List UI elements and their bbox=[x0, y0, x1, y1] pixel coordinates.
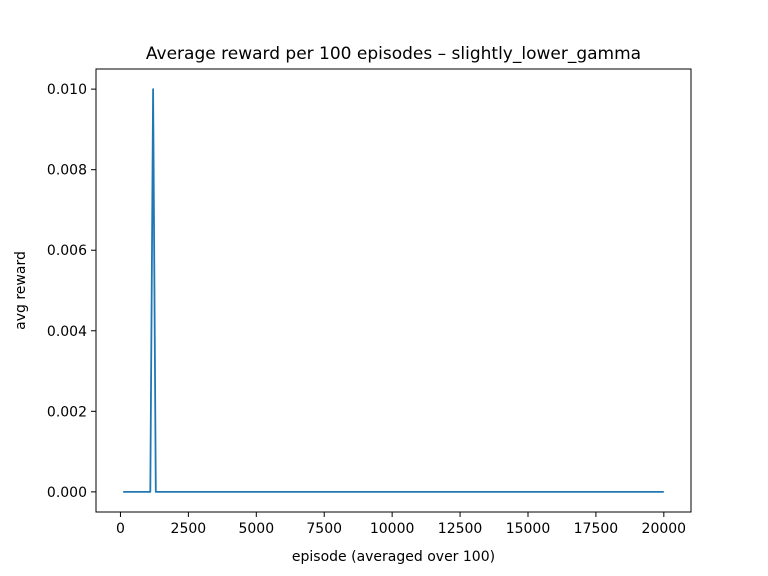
x-tick-label: 20000 bbox=[642, 521, 687, 537]
y-tick-label: 0.008 bbox=[47, 163, 87, 179]
x-tick-label: 0 bbox=[116, 521, 125, 537]
y-tick-label: 0.000 bbox=[47, 485, 87, 501]
plot-area bbox=[95, 68, 692, 513]
x-tick-label: 17500 bbox=[574, 521, 619, 537]
x-tick-label: 7500 bbox=[306, 521, 342, 537]
y-tick-label: 0.004 bbox=[47, 324, 87, 340]
series-line bbox=[123, 88, 664, 493]
x-tick-label: 2500 bbox=[171, 521, 207, 537]
series-layer bbox=[123, 88, 664, 493]
x-tick-label: 15000 bbox=[506, 521, 551, 537]
y-axis: 0.000 0.002 0.004 0.006 0.008 0.010 bbox=[47, 82, 96, 501]
y-tick-label: 0.002 bbox=[47, 404, 87, 420]
y-tick-label: 0.006 bbox=[47, 243, 87, 259]
x-tick-label: 12500 bbox=[438, 521, 483, 537]
y-tick-label: 0.010 bbox=[47, 82, 87, 98]
x-axis-label: episode (averaged over 100) bbox=[292, 549, 495, 565]
x-tick-label: 10000 bbox=[370, 521, 415, 537]
y-axis-label: avg reward bbox=[13, 251, 29, 330]
chart-title: Average reward per 100 episodes – slight… bbox=[146, 44, 641, 64]
plot-frame bbox=[95, 68, 692, 513]
x-axis: 0 2500 5000 7500 10000 12500 15000 17500 20000 bbox=[116, 512, 686, 537]
x-tick-label: 5000 bbox=[238, 521, 274, 537]
